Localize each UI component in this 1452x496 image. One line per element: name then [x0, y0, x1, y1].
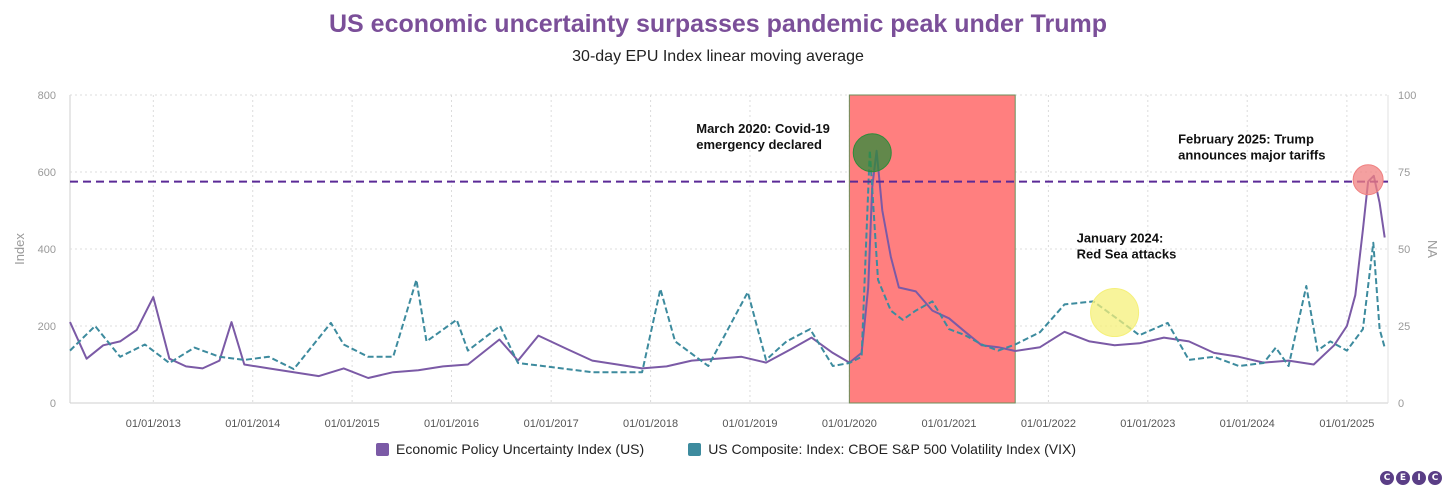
legend-label-epu: Economic Policy Uncertainty Index (US): [395, 441, 645, 457]
annotation-text: February 2025: Trump: [1178, 132, 1314, 147]
y2-axis-label: NA: [1425, 240, 1440, 258]
vix-series-line: [69, 149, 1386, 374]
x-tick-label: 01/01/2013: [126, 418, 181, 430]
annotation-highlight-circle: [1352, 164, 1384, 196]
x-tick-label: 01/01/2017: [524, 418, 579, 430]
chart-subtitle: 30-day EPU Index linear moving average: [572, 48, 864, 65]
x-tick-label: 01/01/2018: [623, 418, 678, 430]
y-axis-label: Index: [12, 233, 27, 265]
epu-series-line: [69, 149, 1386, 379]
y-tick-label: 200: [38, 321, 56, 333]
y2-tick-label: 0: [1398, 398, 1404, 410]
logo-letter: E: [1396, 471, 1410, 485]
x-tick-label: 01/01/2019: [722, 418, 777, 430]
annotation-highlight-circle: [1090, 288, 1140, 338]
legend-swatch-epu: [375, 442, 389, 456]
annotation-text: March 2020: Covid-19: [696, 121, 830, 136]
annotation-text: announces major tariffs: [1178, 148, 1325, 163]
annotation-text: January 2024:: [1077, 231, 1164, 246]
x-tick-label: 01/01/2014: [225, 418, 280, 430]
logo-letter: C: [1380, 471, 1394, 485]
annotation-text: Red Sea attacks: [1077, 247, 1177, 262]
x-tick-label: 01/01/2021: [921, 418, 976, 430]
x-tick-label: 01/01/2015: [325, 418, 380, 430]
x-tick-label: 01/01/2016: [424, 418, 479, 430]
legend-item-epu[interactable]: Economic Policy Uncertainty Index (US): [375, 441, 645, 457]
chart-legend: Economic Policy Uncertainty Index (US) U…: [0, 441, 1452, 457]
annotation-text: emergency declared: [696, 137, 822, 152]
logo-letter: C: [1428, 471, 1442, 485]
y-tick-label: 400: [38, 244, 56, 256]
x-tick-label: 01/01/2022: [1021, 418, 1076, 430]
x-tick-label: 01/01/2020: [822, 418, 877, 430]
legend-label-vix: US Composite: Index: CBOE S&P 500 Volati…: [708, 441, 1076, 457]
y2-tick-label: 50: [1398, 244, 1410, 256]
chart-title: US economic uncertainty surpasses pandem…: [328, 10, 1107, 38]
y-tick-label: 600: [38, 167, 56, 179]
y2-tick-label: 75: [1398, 167, 1410, 179]
y2-tick-label: 25: [1398, 321, 1410, 333]
logo-letter: I: [1412, 471, 1426, 485]
y2-tick-label: 100: [1398, 90, 1416, 102]
annotation-highlight-circle: [852, 133, 892, 173]
y-tick-label: 0: [50, 398, 56, 410]
x-tick-label: 01/01/2023: [1120, 418, 1175, 430]
y-tick-label: 800: [38, 90, 56, 102]
x-tick-label: 01/01/2024: [1220, 418, 1275, 430]
x-tick-label: 01/01/2025: [1319, 418, 1374, 430]
legend-swatch-vix: [688, 442, 702, 456]
legend-item-vix[interactable]: US Composite: Index: CBOE S&P 500 Volati…: [688, 441, 1076, 457]
